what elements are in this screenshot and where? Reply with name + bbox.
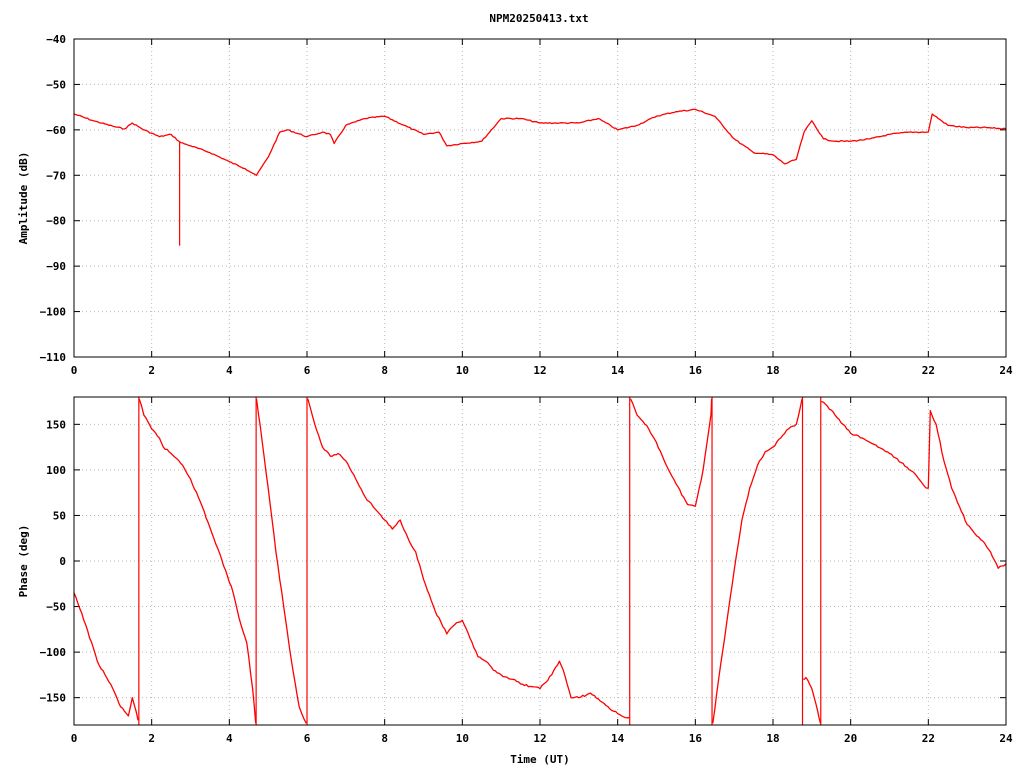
x-tick-label: 8: [381, 732, 388, 745]
y-axis-label: Amplitude (dB): [17, 152, 30, 245]
phase-series-line: [255, 398, 307, 724]
y-tick-label: −80: [46, 215, 66, 228]
y-axis-label: Phase (deg): [17, 525, 30, 598]
x-tick-label: 22: [922, 364, 935, 377]
x-tick-label: 4: [226, 732, 233, 745]
x-tick-label: 18: [766, 364, 779, 377]
y-tick-label: 150: [46, 418, 66, 431]
x-tick-label: 10: [456, 364, 469, 377]
y-tick-label: 0: [59, 555, 66, 568]
phase-series-line: [803, 676, 822, 724]
plot-frame: [73, 396, 1007, 726]
y-tick-label: −50: [46, 601, 66, 614]
phase-series-line: [307, 398, 630, 719]
y-tick-label: 50: [53, 509, 66, 522]
y-tick-label: −40: [46, 33, 66, 46]
phase-series-line: [629, 398, 713, 507]
x-tick-label: 2: [148, 364, 155, 377]
amplitude-series-line: [73, 108, 1007, 176]
plot-frame: [73, 38, 1007, 358]
phase-series-line: [138, 398, 257, 724]
x-tick-label: 18: [766, 732, 779, 745]
x-tick-label: 14: [611, 364, 625, 377]
x-tick-label: 16: [689, 364, 703, 377]
x-tick-label: 8: [381, 364, 388, 377]
x-tick-label: 20: [844, 364, 857, 377]
x-tick-label: 12: [533, 732, 546, 745]
x-axis-label: Time (UT): [510, 753, 570, 766]
chart-title: NPM20250413.txt: [489, 12, 588, 25]
x-tick-label: 0: [71, 364, 78, 377]
phase-series-line: [712, 398, 803, 724]
x-tick-label: 10: [456, 732, 469, 745]
x-tick-label: 12: [533, 364, 546, 377]
y-tick-label: −150: [40, 692, 67, 705]
x-tick-label: 24: [999, 364, 1013, 377]
x-tick-label: 4: [226, 364, 233, 377]
phase-panel: 0 2 4 6 8 10 12 14 16 18 20 22 24150100500−50−100−15…: [17, 396, 1013, 766]
x-tick-label: 14: [611, 732, 625, 745]
y-tick-label: −60: [46, 124, 66, 137]
x-tick-label: 20: [844, 732, 857, 745]
x-tick-label: 24: [999, 732, 1013, 745]
x-tick-label: 2: [148, 732, 155, 745]
x-tick-label: 6: [304, 732, 311, 745]
y-tick-label: −100: [40, 646, 67, 659]
x-tick-label: 22: [922, 732, 935, 745]
y-tick-label: −50: [46, 78, 66, 91]
y-tick-label: −70: [46, 169, 66, 182]
x-tick-label: 6: [304, 364, 311, 377]
phase-series-line: [821, 400, 1007, 569]
x-tick-label: 16: [689, 732, 703, 745]
x-tick-label: 0: [71, 732, 78, 745]
y-tick-label: −110: [40, 351, 67, 364]
y-tick-label: 100: [46, 464, 66, 477]
y-tick-label: −90: [46, 260, 66, 273]
y-tick-label: −100: [40, 306, 67, 319]
phase-series-line: [73, 592, 139, 721]
amplitude-panel: 0 2 4 6 8 10 12 14 16 18 20 22 24−40−50−60−70−80−90−…: [17, 33, 1013, 377]
